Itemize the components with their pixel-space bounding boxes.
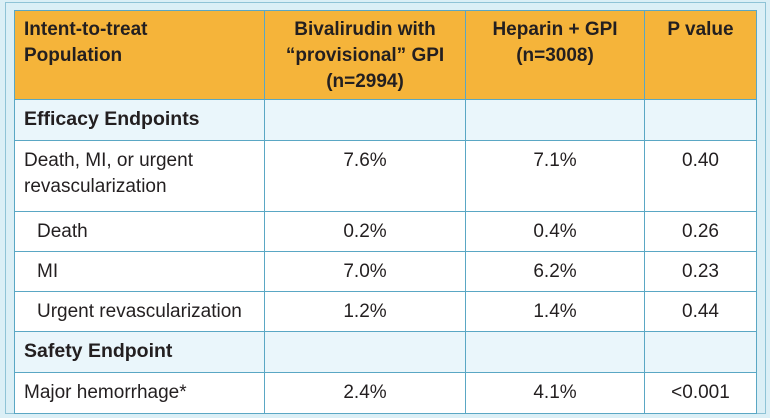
- p-value: 0.23: [644, 251, 757, 292]
- heparin-value: 1.4%: [465, 291, 645, 332]
- heparin-value: 7.1%: [465, 140, 645, 212]
- section-label: Safety Endpoint: [14, 331, 265, 373]
- empty-cell: [465, 331, 645, 373]
- table-row: Death 0.2% 0.4% 0.26: [14, 211, 757, 252]
- table-row: MI 7.0% 6.2% 0.23: [14, 251, 757, 292]
- heparin-value: 6.2%: [465, 251, 645, 292]
- row-label: Death, MI, or urgent revascularization: [14, 140, 265, 212]
- table-row: Urgent revascularization 1.2% 1.4% 0.44: [14, 291, 757, 332]
- empty-cell: [264, 99, 466, 141]
- empty-cell: [644, 99, 757, 141]
- p-value: 0.40: [644, 140, 757, 212]
- header-bivalirudin: Bivalirudin with “provisional” GPI (n=29…: [264, 10, 466, 100]
- bivalirudin-value: 1.2%: [264, 291, 466, 332]
- heparin-value: 4.1%: [465, 372, 645, 414]
- p-value: 0.26: [644, 211, 757, 252]
- p-value: <0.001: [644, 372, 757, 414]
- header-population: Intent-to-treat Population: [14, 10, 265, 100]
- bivalirudin-value: 0.2%: [264, 211, 466, 252]
- bivalirudin-value: 7.6%: [264, 140, 466, 212]
- header-p-value: P value: [644, 10, 757, 100]
- row-label: MI: [14, 251, 265, 292]
- header-row: Intent-to-treat Population Bivalirudin w…: [14, 10, 757, 100]
- p-value: 0.44: [644, 291, 757, 332]
- table-row: Death, MI, or urgent revascularization 7…: [14, 140, 757, 212]
- results-table: Intent-to-treat Population Bivalirudin w…: [14, 10, 757, 414]
- table-row: Major hemorrhage* 2.4% 4.1% <0.001: [14, 372, 757, 414]
- section-row-efficacy: Efficacy Endpoints: [14, 99, 757, 141]
- row-label: Major hemorrhage*: [14, 372, 265, 414]
- empty-cell: [465, 99, 645, 141]
- empty-cell: [264, 331, 466, 373]
- row-label: Death: [14, 211, 265, 252]
- table-frame: Intent-to-treat Population Bivalirudin w…: [5, 2, 766, 414]
- header-heparin: Heparin + GPI (n=3008): [465, 10, 645, 100]
- section-label: Efficacy Endpoints: [14, 99, 265, 141]
- row-label: Urgent revascularization: [14, 291, 265, 332]
- heparin-value: 0.4%: [465, 211, 645, 252]
- section-row-safety: Safety Endpoint: [14, 331, 757, 373]
- empty-cell: [644, 331, 757, 373]
- bivalirudin-value: 2.4%: [264, 372, 466, 414]
- bivalirudin-value: 7.0%: [264, 251, 466, 292]
